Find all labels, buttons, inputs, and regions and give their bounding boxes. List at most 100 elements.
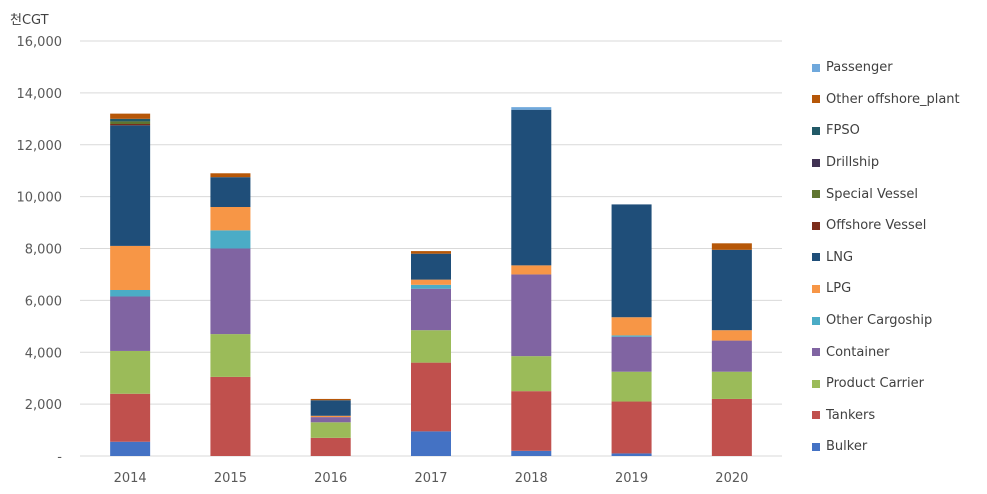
- legend-label: Tankers: [826, 407, 876, 423]
- y-tick-label: 2,000: [25, 398, 62, 413]
- legend-label: LNG: [826, 249, 854, 265]
- legend-item: FPSO: [812, 115, 982, 147]
- legend-swatch: [812, 284, 820, 293]
- legend-item: Offshore Vessel: [812, 210, 982, 242]
- bar-segment-lpg: [711, 330, 752, 341]
- legend-item: Special Vessel: [812, 178, 982, 210]
- y-tick-label: 12,000: [17, 139, 63, 154]
- legend-label: Other offshore_plant: [826, 91, 960, 107]
- bar-segment-other-offshore-plant: [210, 173, 251, 178]
- legend-item: Passenger: [812, 52, 982, 84]
- bar-segment-container: [310, 417, 351, 423]
- bar-segment-lng: [511, 109, 552, 266]
- bar-segment-tankers: [511, 391, 552, 451]
- x-tick-label: 2017: [414, 471, 447, 486]
- y-tick-label: 16,000: [17, 35, 63, 50]
- bar-segment-bulker: [511, 450, 552, 456]
- legend-label: Passenger: [826, 60, 893, 76]
- bar-segment-other-offshore-plant: [110, 113, 151, 119]
- legend-swatch: [812, 442, 820, 451]
- bar-segment-lng: [411, 253, 451, 280]
- bar-segment-container: [110, 296, 151, 351]
- bar-segment-lpg: [310, 415, 351, 418]
- x-tick-label: 2019: [615, 471, 648, 486]
- legend-swatch: [812, 63, 820, 72]
- legend-swatch: [812, 411, 820, 420]
- y-axis-ticks: - 2,000 4,000 6,000 8,000 10,000 12,000 14,000 1…: [17, 35, 63, 465]
- legend-item: Drillship: [812, 147, 982, 179]
- bar-segment-container: [511, 274, 552, 357]
- bar-segment-product-carrier: [511, 356, 552, 392]
- legend-item: Container: [812, 336, 982, 368]
- bar-segment-product-carrier: [711, 371, 752, 399]
- legend-item: Product Carrier: [812, 368, 982, 400]
- bar-segment-tankers: [711, 398, 752, 456]
- bar-segment-other-cargoship: [210, 230, 251, 249]
- legend-swatch: [812, 348, 820, 357]
- x-tick-label: 2014: [114, 471, 147, 486]
- y-axis-unit-label: 천CGT: [10, 13, 49, 28]
- bar-segment-tankers: [611, 401, 652, 454]
- bar-segment-lpg: [511, 265, 552, 275]
- y-tick-label: 8,000: [25, 243, 62, 258]
- legend-label: Product Carrier: [826, 376, 924, 392]
- bar-segment-container: [411, 288, 451, 331]
- bar-segment-lpg: [411, 279, 451, 285]
- legend-label: Container: [826, 344, 890, 360]
- y-tick-label: 6,000: [25, 294, 62, 309]
- legend-swatch: [812, 95, 820, 104]
- bar-segment-bulker: [611, 453, 652, 456]
- x-tick-label: 2020: [715, 471, 748, 486]
- bar-segment-container: [611, 336, 652, 372]
- legend-swatch: [812, 158, 820, 167]
- legend-item: Tankers: [812, 400, 982, 432]
- bar-segment-product-carrier: [310, 422, 351, 438]
- y-tick-label: -: [57, 450, 62, 465]
- bar-segment-lpg: [110, 245, 151, 290]
- legend-label: LPG: [826, 281, 852, 297]
- bar-segment-other-offshore-plant: [711, 243, 752, 250]
- legend: Passenger Other offshore_plant FPSO Drillsh…: [812, 52, 982, 463]
- bar-segment-lpg: [210, 207, 251, 231]
- bar-segment-bulker: [411, 431, 451, 456]
- legend-label: Special Vessel: [826, 186, 919, 202]
- bar-segment-tankers: [411, 362, 451, 432]
- bar-segment-fpso: [110, 118, 151, 122]
- legend-label: Bulker: [826, 439, 868, 455]
- legend-swatch: [812, 190, 820, 199]
- bar-segment-lng: [110, 125, 151, 246]
- bar-segment-container: [711, 340, 752, 372]
- bar-segment-lng: [711, 249, 752, 331]
- x-tick-label: 2015: [214, 471, 247, 486]
- x-tick-label: 2016: [314, 471, 347, 486]
- bar-segment-offshore-vessel: [110, 124, 151, 126]
- bar-segment-tankers: [210, 376, 251, 456]
- bar-segment-other-offshore-plant: [310, 398, 351, 401]
- bar-segment-other-offshore-plant: [411, 251, 451, 254]
- y-tick-label: 4,000: [25, 346, 62, 361]
- bar-segment-tankers: [310, 437, 351, 456]
- bar-segment-lng: [611, 204, 652, 318]
- legend-item: LNG: [812, 242, 982, 274]
- bar-segment-other-cargoship: [611, 335, 652, 337]
- bar-segment-tankers: [110, 393, 151, 442]
- legend-swatch: [812, 316, 820, 325]
- bar-segment-product-carrier: [110, 350, 151, 394]
- bar-segment-bulker: [110, 441, 151, 456]
- legend-label: Other Cargoship: [826, 313, 933, 329]
- bar-segment-special-vessel: [110, 121, 151, 124]
- legend-swatch: [812, 221, 820, 230]
- bar-series: [110, 107, 752, 456]
- bar-segment-other-cargoship: [411, 284, 451, 289]
- bar-segment-lpg: [611, 317, 652, 336]
- bar-segment-other-cargoship: [110, 290, 151, 297]
- y-tick-label: 10,000: [17, 191, 63, 206]
- bar-segment-lng: [210, 177, 251, 207]
- legend-item: Bulker: [812, 431, 982, 463]
- legend-swatch: [812, 253, 820, 262]
- legend-label: Drillship: [826, 155, 880, 171]
- bar-segment-container: [210, 248, 251, 335]
- bar-segment-product-carrier: [611, 371, 652, 402]
- bar-segment-lng: [310, 400, 351, 416]
